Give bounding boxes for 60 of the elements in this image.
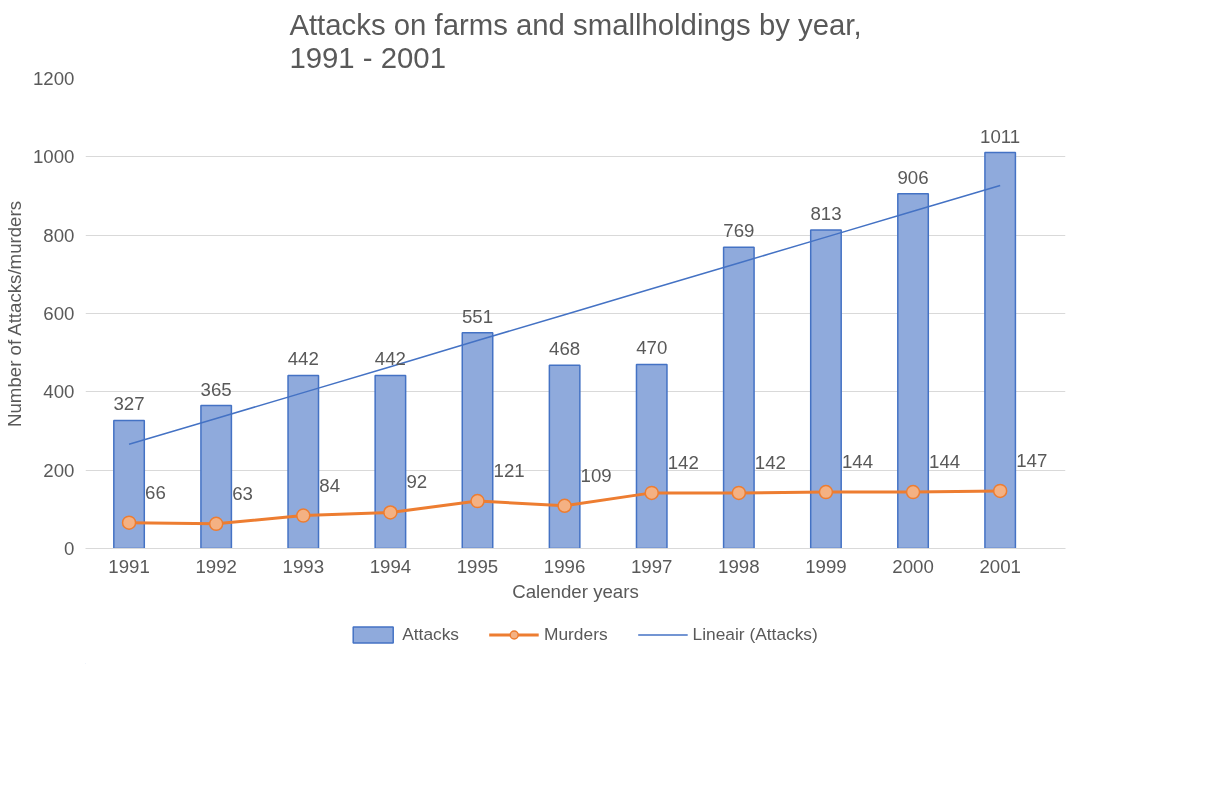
data-label: 470 bbox=[636, 337, 668, 359]
data-label: 121 bbox=[493, 460, 525, 482]
y-tick-label: 600 bbox=[43, 303, 75, 324]
x-tick-label: 1999 bbox=[805, 555, 847, 577]
x-tick-label: 1998 bbox=[718, 555, 760, 577]
y-tick-label: 0 bbox=[64, 538, 75, 559]
data-label: 442 bbox=[374, 348, 406, 370]
data-label: 365 bbox=[200, 378, 232, 400]
data-label: 142 bbox=[667, 451, 699, 473]
data-label: 147 bbox=[1016, 449, 1048, 471]
data-label: 813 bbox=[810, 203, 842, 225]
x-axis-title: Calender years bbox=[512, 580, 639, 602]
point bbox=[296, 508, 311, 523]
point bbox=[383, 505, 398, 520]
legend-label: Lineair (Attacks) bbox=[692, 623, 818, 645]
data-label: 92 bbox=[406, 471, 428, 493]
x-tick-label: 1995 bbox=[456, 555, 499, 577]
data-label: 109 bbox=[580, 464, 612, 486]
y-tick-label: 400 bbox=[43, 381, 75, 403]
x-tick-label: 1996 bbox=[543, 555, 586, 577]
point bbox=[818, 484, 834, 500]
y-axis-title: Number of Attacks/murders bbox=[4, 201, 25, 428]
data-label: 144 bbox=[929, 451, 961, 473]
point bbox=[470, 493, 485, 509]
data-label: 84 bbox=[319, 474, 341, 496]
y-tick-label: 1200 bbox=[33, 68, 75, 89]
x-tick-label: 1997 bbox=[630, 555, 673, 577]
x-tick-label: 1994 bbox=[369, 555, 412, 577]
data-label: 769 bbox=[723, 220, 755, 242]
data-label: 1011 bbox=[980, 125, 1021, 147]
data-label: 142 bbox=[754, 451, 786, 473]
y-tick-label: 800 bbox=[43, 224, 75, 246]
data-label: 551 bbox=[461, 305, 494, 327]
x-tick-label: 1992 bbox=[195, 555, 237, 577]
x-tick-label: 1993 bbox=[282, 555, 325, 577]
bar bbox=[374, 374, 407, 549]
y-tick-label: 1000 bbox=[33, 146, 75, 168]
point bbox=[208, 516, 224, 532]
data-label: 327 bbox=[113, 393, 145, 415]
data-label: 468 bbox=[549, 338, 581, 360]
point bbox=[644, 485, 659, 501]
bar bbox=[548, 364, 581, 549]
point bbox=[905, 484, 921, 500]
x-tick-label: 1991 bbox=[108, 555, 150, 577]
point bbox=[731, 485, 747, 501]
legend-label: Murders bbox=[544, 623, 608, 645]
bar bbox=[635, 363, 668, 549]
y-tick-label: 200 bbox=[43, 459, 75, 481]
data-label: 906 bbox=[897, 166, 929, 188]
point bbox=[992, 483, 1008, 499]
x-tick-label: 2000 bbox=[892, 555, 934, 577]
legend-label: Attacks bbox=[402, 623, 460, 645]
point bbox=[121, 515, 137, 530]
point bbox=[557, 498, 572, 514]
data-label: 63 bbox=[232, 482, 253, 504]
chart-title: Attacks on farms and smallholdings by year, 1991 - 2001 bbox=[289, 7, 862, 74]
data-label: 442 bbox=[287, 348, 319, 370]
x-tick-label: 2001 bbox=[979, 555, 1021, 577]
data-label: 66 bbox=[145, 481, 166, 503]
data-label: 144 bbox=[841, 451, 874, 473]
